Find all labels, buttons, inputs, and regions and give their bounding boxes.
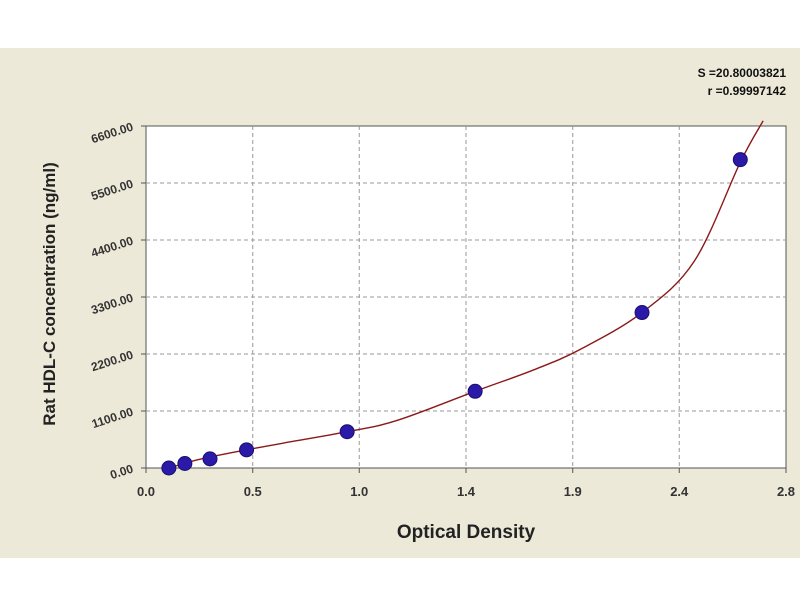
x-tick-label: 0.0: [137, 484, 155, 499]
data-point: [339, 424, 355, 440]
data-point: [634, 305, 650, 321]
x-axis-label: Optical Density: [396, 522, 536, 543]
y-tick-label: 5500.00: [89, 176, 135, 203]
y-axis-label: Rat HDL-C concentration (ng/ml): [40, 162, 59, 426]
data-point: [467, 383, 483, 399]
data-point: [239, 442, 255, 458]
x-tick-label: 1.9: [564, 484, 582, 499]
x-tick-label: 2.8: [777, 484, 795, 499]
stat-r-value: r =0.99997142: [707, 84, 786, 98]
y-tick-label: 4400.00: [89, 233, 135, 260]
data-point: [161, 460, 177, 476]
data-point: [202, 451, 218, 467]
y-tick-label: 3300.00: [89, 290, 135, 317]
fit-curve: [165, 120, 764, 468]
y-tick-label: 2200.00: [89, 347, 135, 374]
y-tick-label: 6600.00: [89, 119, 135, 146]
x-tick-label: 0.5: [244, 484, 262, 499]
x-tick-label: 1.4: [457, 484, 476, 499]
y-tick-label: 0.00: [108, 461, 135, 482]
x-tick-label: 1.0: [350, 484, 368, 499]
data-point: [732, 152, 748, 168]
data-point: [177, 455, 193, 471]
x-tick-label: 2.4: [670, 484, 689, 499]
y-tick-label: 1100.00: [90, 404, 135, 431]
stat-s-value: S =20.80003821: [697, 66, 786, 80]
